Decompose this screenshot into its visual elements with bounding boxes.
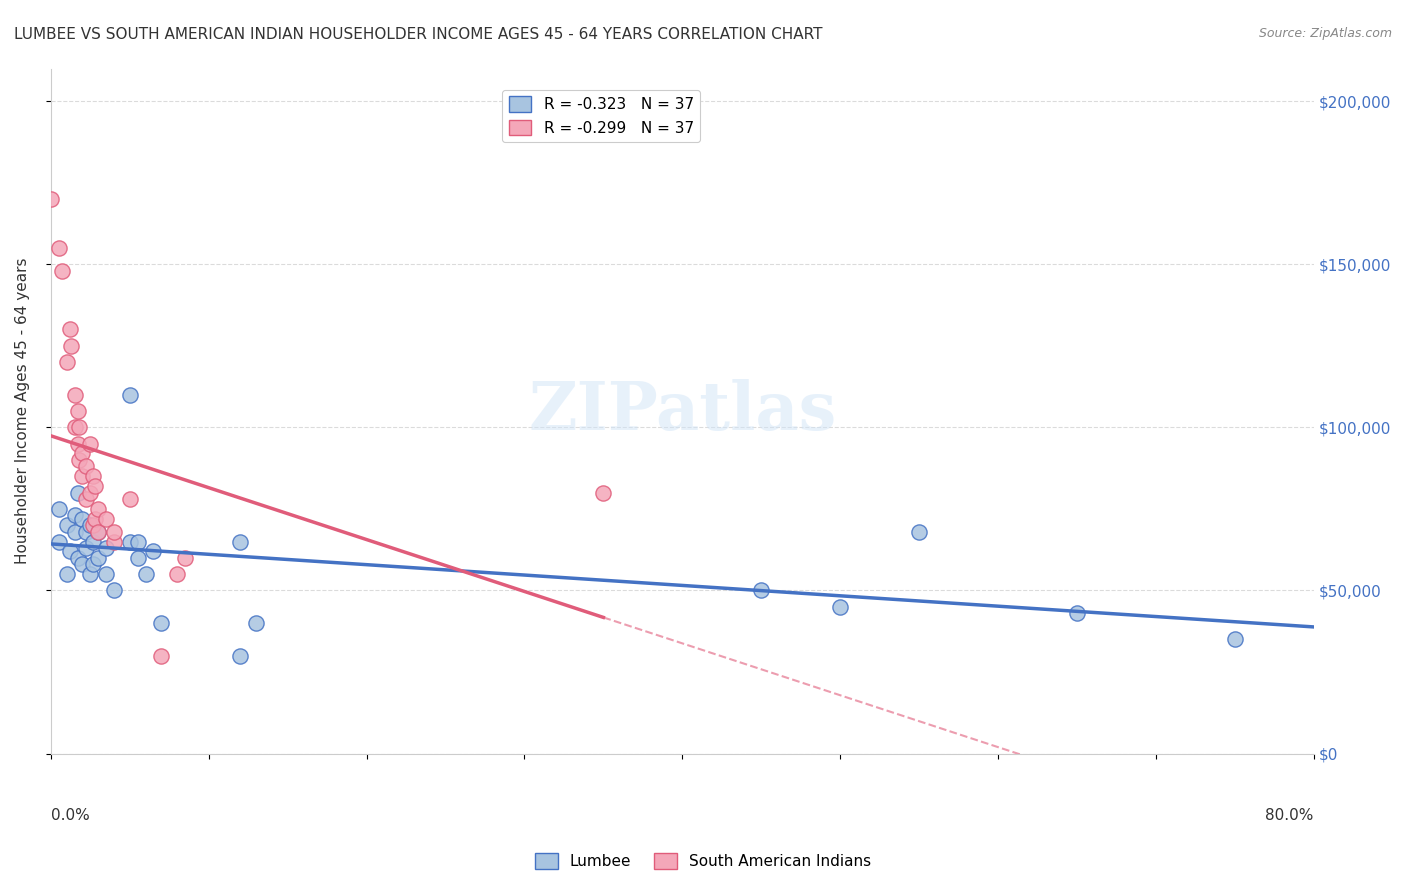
- Text: 80.0%: 80.0%: [1265, 808, 1313, 823]
- Point: [67, 453, 90, 467]
- Point: [48, 241, 70, 255]
- Point: [55, 567, 77, 582]
- Point: [150, 648, 173, 663]
- Text: Source: ZipAtlas.com: Source: ZipAtlas.com: [1258, 27, 1392, 40]
- Point: [79, 436, 101, 450]
- Point: [72, 511, 94, 525]
- Point: [94, 541, 117, 555]
- Point: [908, 524, 931, 539]
- Point: [135, 567, 157, 582]
- Point: [94, 511, 117, 525]
- Point: [229, 534, 252, 549]
- Point: [830, 599, 852, 614]
- Point: [72, 558, 94, 572]
- Text: ZIPatlas: ZIPatlas: [529, 378, 837, 443]
- Point: [1066, 607, 1088, 621]
- Point: [66, 485, 89, 500]
- Point: [1223, 632, 1246, 647]
- Point: [87, 524, 110, 539]
- Point: [75, 492, 97, 507]
- Point: [82, 518, 104, 533]
- Point: [66, 436, 89, 450]
- Point: [87, 550, 110, 565]
- Point: [59, 322, 82, 336]
- Point: [84, 511, 107, 525]
- Point: [48, 534, 70, 549]
- Point: [75, 524, 97, 539]
- Point: [63, 508, 86, 523]
- Point: [87, 524, 110, 539]
- Point: [245, 615, 267, 630]
- Point: [79, 567, 101, 582]
- Point: [55, 355, 77, 369]
- Point: [150, 615, 173, 630]
- Point: [72, 446, 94, 460]
- Legend: Lumbee, South American Indians: Lumbee, South American Indians: [529, 847, 877, 875]
- Point: [103, 583, 125, 598]
- Point: [118, 492, 141, 507]
- Point: [229, 648, 252, 663]
- Point: [39, 192, 62, 206]
- Text: 0.0%: 0.0%: [51, 808, 90, 823]
- Point: [59, 544, 82, 558]
- Point: [63, 388, 86, 402]
- Point: [79, 485, 101, 500]
- Point: [67, 420, 90, 434]
- Point: [94, 567, 117, 582]
- Point: [66, 404, 89, 418]
- Point: [87, 501, 110, 516]
- Point: [127, 550, 149, 565]
- Point: [66, 550, 89, 565]
- Point: [60, 339, 83, 353]
- Point: [142, 544, 165, 558]
- Y-axis label: Householder Income Ages 45 - 64 years: Householder Income Ages 45 - 64 years: [15, 258, 30, 565]
- Point: [55, 518, 77, 533]
- Point: [118, 534, 141, 549]
- Point: [75, 541, 97, 555]
- Point: [72, 469, 94, 483]
- Point: [79, 518, 101, 533]
- Point: [127, 534, 149, 549]
- Point: [48, 501, 70, 516]
- Point: [75, 459, 97, 474]
- Point: [118, 388, 141, 402]
- Point: [82, 469, 104, 483]
- Text: LUMBEE VS SOUTH AMERICAN INDIAN HOUSEHOLDER INCOME AGES 45 - 64 YEARS CORRELATIO: LUMBEE VS SOUTH AMERICAN INDIAN HOUSEHOL…: [14, 27, 823, 42]
- Point: [63, 420, 86, 434]
- Legend: R = -0.323   N = 37, R = -0.299   N = 37: R = -0.323 N = 37, R = -0.299 N = 37: [502, 90, 700, 142]
- Point: [84, 479, 107, 493]
- Point: [749, 583, 772, 598]
- Point: [174, 550, 197, 565]
- Point: [166, 567, 188, 582]
- Point: [592, 485, 614, 500]
- Point: [103, 534, 125, 549]
- Point: [82, 534, 104, 549]
- Point: [82, 558, 104, 572]
- Point: [63, 524, 86, 539]
- Point: [51, 264, 73, 278]
- Point: [103, 524, 125, 539]
